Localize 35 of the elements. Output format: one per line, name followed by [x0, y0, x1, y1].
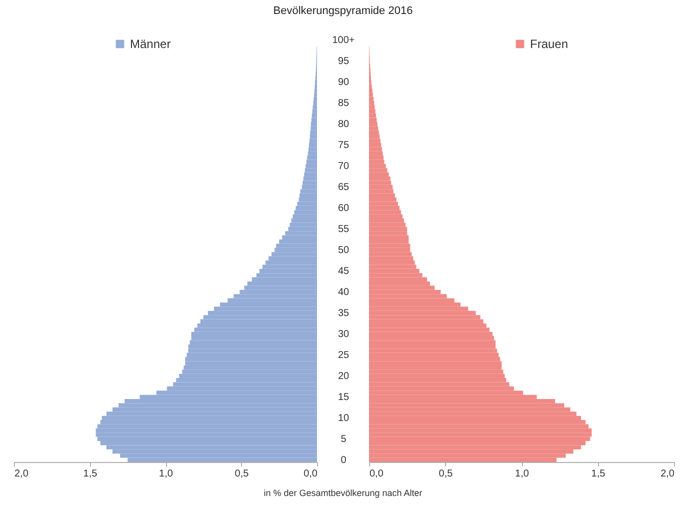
y-tick-label: 0: [340, 454, 347, 466]
y-tick-label: 75: [338, 140, 350, 152]
x-tick-label: 1,5: [591, 468, 606, 480]
x-tick-label: 2,0: [660, 468, 675, 480]
y-tick-label: 35: [338, 308, 350, 319]
y-tick-label: 70: [338, 161, 350, 172]
y-tick-label: 95: [338, 56, 350, 68]
y-tick-label: 80: [338, 119, 350, 130]
y-tick-label: 5: [340, 434, 347, 445]
x-tick-label: 1,5: [83, 468, 98, 480]
y-tick-label: 40: [338, 286, 350, 298]
y-tick-label: 90: [338, 77, 350, 88]
x-tick-label: 0,0: [304, 468, 318, 480]
x-tick-label: 0,5: [438, 468, 454, 480]
y-tick-label: 55: [338, 224, 350, 236]
x-tick-label: 0,5: [234, 468, 250, 480]
legend-label: Frauen: [530, 37, 568, 51]
x-tick-label: 0,0: [370, 468, 384, 480]
y-tick-label: 10: [338, 412, 350, 424]
y-tick-label: 60: [338, 203, 350, 214]
x-axis-title: in % der Gesamtbevölkerung nach Alter: [262, 488, 424, 498]
y-tick-label: 20: [338, 370, 350, 382]
y-tick-label: 30: [338, 328, 350, 340]
y-tick-label: 45: [338, 266, 350, 277]
y-tick-label: 25: [338, 350, 350, 361]
y-tick-label: 100+: [332, 35, 355, 46]
y-tick-label: 15: [338, 392, 350, 403]
legend-label: Männer: [130, 37, 171, 51]
x-tick-label: 2,0: [14, 468, 29, 480]
x-tick-label: 1,0: [159, 468, 174, 480]
y-tick-label: 50: [338, 245, 350, 256]
y-tick-label: 65: [338, 182, 350, 194]
y-tick-label: 85: [338, 98, 350, 110]
x-tick-label: 1,0: [515, 468, 530, 480]
text: Bevölkerungspyramide 2016: [272, 5, 414, 17]
